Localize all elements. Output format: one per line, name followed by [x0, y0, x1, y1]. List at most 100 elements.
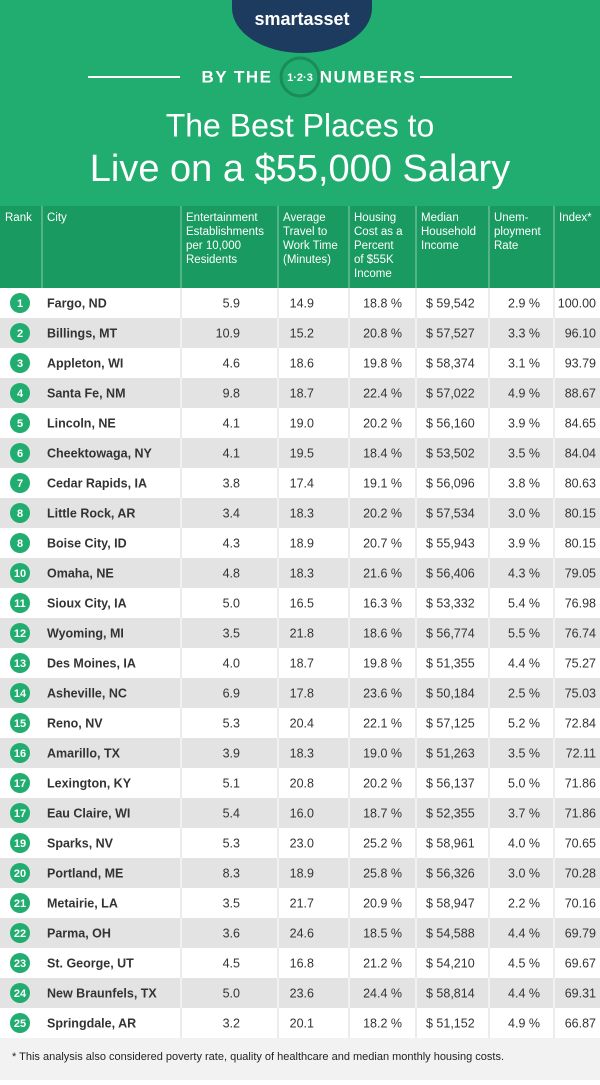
city: Sioux City, IA [47, 596, 127, 610]
cell: $ 58,947 [426, 896, 475, 910]
city: Springdale, AR [47, 1016, 136, 1030]
cell: 16.8 [290, 956, 314, 970]
badge [279, 56, 321, 98]
cell: 69.31 [565, 986, 596, 1000]
logo-bg [232, 0, 372, 53]
city: Des Moines, IA [47, 656, 136, 670]
cell: 20.8 [290, 776, 314, 790]
cell: 24.4 % [363, 986, 402, 1000]
cell: $ 51,263 [426, 746, 475, 760]
cell: 3.9 % [508, 536, 540, 550]
cell: 18.7 [290, 386, 314, 400]
rank: 19 [14, 838, 26, 850]
column-header: Unem- [494, 212, 529, 224]
cell: 25.2 % [363, 836, 402, 850]
cell: 69.67 [565, 956, 596, 970]
cell: 76.74 [565, 626, 596, 640]
rank-badge [10, 413, 30, 433]
cell: 24.6 [290, 926, 314, 940]
cell: 18.9 [290, 536, 314, 550]
rank: 8 [17, 508, 23, 520]
column-header: Rank [5, 212, 32, 224]
city: Cheektowaga, NY [47, 446, 153, 460]
column-header: Average [283, 212, 326, 224]
title-line: The Best Places to [166, 107, 435, 143]
cell: 75.03 [565, 686, 596, 700]
row-bg [0, 768, 600, 798]
cell: 16.3 % [363, 596, 402, 610]
cell: 20.8 % [363, 326, 402, 340]
rank-badge [10, 983, 30, 1003]
cell: 20.2 % [363, 776, 402, 790]
cell: 3.0 % [508, 506, 540, 520]
cell: 4.9 % [508, 386, 540, 400]
cell: 19.0 % [363, 746, 402, 760]
cell: 18.5 % [363, 926, 402, 940]
cell: 4.4 % [508, 656, 540, 670]
cell: 5.4 % [508, 596, 540, 610]
rank-badge [10, 473, 30, 493]
column-header: Entertainment [186, 212, 258, 224]
rank: 11 [14, 598, 26, 610]
cell: 18.3 [290, 566, 314, 580]
rank: 15 [14, 718, 26, 730]
cell: $ 50,184 [426, 686, 475, 700]
rank-badge [10, 833, 30, 853]
rank-badge [10, 713, 30, 733]
column-header: Housing [354, 212, 396, 224]
cell: 80.63 [565, 476, 596, 490]
row-bg [0, 678, 600, 708]
cell: $ 54,210 [426, 956, 475, 970]
row-bg [0, 288, 600, 318]
cell: 19.1 % [363, 476, 402, 490]
cell: 4.3 % [508, 566, 540, 580]
row-bg [0, 1008, 600, 1038]
cell: 4.4 % [508, 926, 540, 940]
rank-badge [10, 593, 30, 613]
cell: 4.1 [223, 416, 240, 430]
column-header: Percent [354, 240, 394, 252]
cell: 3.2 [223, 1016, 240, 1030]
cell: 84.04 [565, 446, 596, 460]
cell: 5.0 [223, 986, 240, 1000]
city: Appleton, WI [47, 356, 123, 370]
cell: 80.15 [565, 506, 596, 520]
cell: $ 57,534 [426, 506, 475, 520]
cell: 3.8 % [508, 476, 540, 490]
city: Reno, NV [47, 716, 103, 730]
rank: 20 [14, 868, 26, 880]
cell: 19.0 [290, 416, 314, 430]
cell: 14.9 [290, 296, 314, 310]
cell: 18.7 [290, 656, 314, 670]
cell: 70.28 [565, 866, 596, 880]
cell: 17.8 [290, 686, 314, 700]
city: Metairie, LA [47, 896, 118, 910]
cell: 3.5 [223, 626, 240, 640]
cell: 10.9 [216, 326, 240, 340]
city: Santa Fe, NM [47, 386, 126, 400]
cell: 100.00 [558, 296, 596, 310]
row-bg [0, 978, 600, 1008]
column-header: Work Time [283, 240, 338, 252]
cell: $ 59,542 [426, 296, 475, 310]
cell: 3.1 % [508, 356, 540, 370]
cell: $ 55,943 [426, 536, 475, 550]
cell: 3.7 % [508, 806, 540, 820]
rank: 24 [14, 988, 27, 1000]
cell: 5.3 [223, 836, 240, 850]
city: Cedar Rapids, IA [47, 476, 147, 490]
cell: 66.87 [565, 1016, 596, 1030]
column-header: Establishments [186, 226, 264, 238]
row-bg [0, 918, 600, 948]
rank-badge [10, 803, 30, 823]
rank: 5 [17, 418, 23, 430]
cell: 5.2 % [508, 716, 540, 730]
column-header: of $55K [354, 254, 394, 266]
row-bg [0, 948, 600, 978]
column-header: Income [421, 240, 459, 252]
cell: 4.4 % [508, 986, 540, 1000]
cell: 18.4 % [363, 446, 402, 460]
cell: 21.7 [290, 896, 314, 910]
cell: $ 52,355 [426, 806, 475, 820]
column-header: Median [421, 212, 459, 224]
